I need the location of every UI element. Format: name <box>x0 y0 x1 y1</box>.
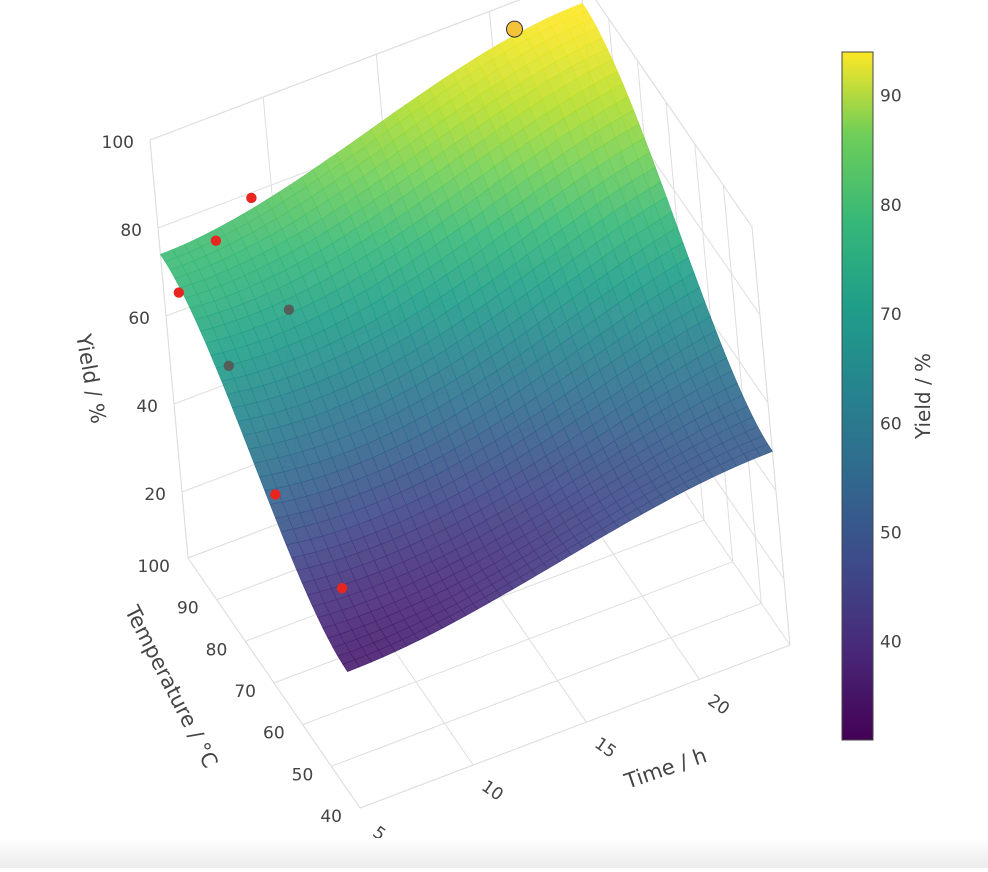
x-tick-label: 15 <box>591 734 620 763</box>
colorbar: 40 50 60 70 80 90 Yield / % <box>841 51 935 741</box>
y-axis-ticks: 40 50 60 70 80 90 100 <box>138 557 342 827</box>
frame-edge <box>359 644 791 809</box>
bottom-strip <box>0 838 988 868</box>
data-point[interactable] <box>283 304 295 315</box>
z-tick-label: 40 <box>136 397 158 417</box>
frame-edge <box>149 139 189 559</box>
y-tick-label: 60 <box>263 724 285 744</box>
colorbar-tick-label: 50 <box>880 524 902 544</box>
colorbar-tick-label: 90 <box>880 87 902 107</box>
floor-gridline-y <box>331 602 762 767</box>
y-tick-label: 70 <box>234 682 256 702</box>
z-tick-label: 100 <box>102 133 134 153</box>
data-point[interactable] <box>223 360 234 371</box>
surface <box>159 3 773 672</box>
y-tick-label: 80 <box>206 640 228 660</box>
colorbar-tick-label: 80 <box>880 196 902 216</box>
data-point[interactable] <box>270 489 281 500</box>
colorbar-ticks: 40 50 60 70 80 90 <box>880 87 902 653</box>
y-tick-label: 50 <box>292 765 314 785</box>
data-point[interactable] <box>336 583 348 594</box>
x-tick-label: 10 <box>477 777 506 806</box>
data-point[interactable] <box>246 192 257 204</box>
colorbar-tick-label: 70 <box>880 305 902 325</box>
data-point[interactable] <box>210 235 222 246</box>
x-axis-label: Time / h <box>621 743 710 794</box>
optimum-point[interactable] <box>506 20 523 38</box>
surface-patch <box>755 443 773 457</box>
colorbar-tick-label: 60 <box>880 414 902 434</box>
data-points <box>173 20 523 594</box>
frame-edge <box>751 226 791 646</box>
colorbar-gradient <box>841 51 874 741</box>
x-tick-label: 20 <box>704 691 733 720</box>
y-tick-label: 90 <box>177 599 199 619</box>
y-tick-label: 100 <box>138 557 170 577</box>
z-tick-label: 80 <box>120 221 142 241</box>
colorbar-title: Yield / % <box>911 353 935 440</box>
y-tick-label: 40 <box>320 807 342 827</box>
z-axis-ticks: 20 40 60 80 100 <box>102 133 166 505</box>
frame-edge <box>595 0 753 228</box>
floor-gridline-y <box>302 561 733 726</box>
frame-edge <box>187 557 361 809</box>
frame-edge <box>149 0 521 141</box>
z-tick-label: 60 <box>128 309 150 329</box>
z-tick-label: 20 <box>144 485 166 505</box>
y-axis-label: Temperature / °C <box>120 601 223 772</box>
z-axis-label: Yield / % <box>71 331 111 425</box>
data-point[interactable] <box>173 287 184 298</box>
colorbar-tick-label: 40 <box>880 633 902 653</box>
